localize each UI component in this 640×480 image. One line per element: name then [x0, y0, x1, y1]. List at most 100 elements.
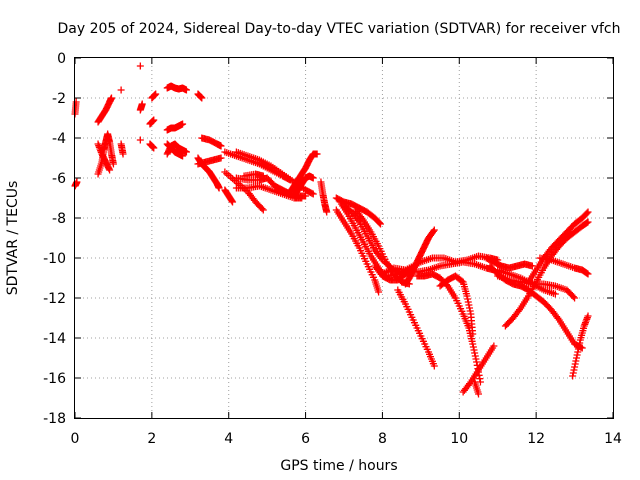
series-arc-18	[194, 90, 206, 102]
data-point	[584, 208, 592, 216]
data-point	[475, 390, 482, 398]
series-arc-14	[163, 82, 190, 94]
series-arc-10	[136, 136, 144, 144]
series-arc-5	[94, 140, 114, 174]
data-point	[584, 270, 592, 278]
series-arc-29	[286, 150, 321, 196]
data-point	[308, 189, 316, 197]
series-arc-3	[94, 94, 116, 126]
data-point	[109, 160, 117, 168]
data-point	[182, 148, 190, 156]
data-point	[571, 294, 579, 302]
data-point	[72, 98, 80, 106]
data-point	[469, 330, 477, 338]
data-point	[515, 306, 523, 314]
series-arc-28	[240, 170, 267, 180]
y-tick-label: -12	[43, 291, 66, 307]
data-point	[302, 192, 310, 200]
data-point	[313, 150, 321, 158]
data-point	[215, 184, 223, 192]
data-point	[429, 227, 437, 235]
data-point	[569, 293, 577, 301]
data-point	[217, 142, 225, 150]
chart-title: Day 205 of 2024, Sidereal Day-to-day VTE…	[57, 21, 620, 37]
data-point	[309, 190, 317, 198]
data-point	[198, 94, 206, 102]
x-tick-label: 8	[378, 431, 387, 447]
series-arc-52	[536, 254, 592, 278]
y-tick-label: -16	[43, 371, 66, 387]
series-arc-13	[146, 140, 158, 152]
y-tick-label: -2	[52, 91, 66, 107]
data-point	[152, 90, 160, 98]
data-point	[358, 214, 366, 222]
y-axis-label: SDTVAR / TECUs	[5, 181, 21, 296]
series-arc-8	[136, 62, 144, 70]
plot-frame	[74, 57, 614, 419]
series-arc-44	[459, 342, 498, 396]
data-point	[179, 120, 187, 128]
series-arc-45	[471, 378, 482, 398]
data-point	[551, 290, 559, 298]
series-arc-46	[482, 254, 536, 272]
series-arc-31	[317, 178, 331, 216]
series-arc-15	[163, 120, 187, 134]
data-point	[528, 262, 536, 270]
x-axis-ticks: 0 2 4 6 8 10 12 14	[71, 58, 622, 447]
data-point	[309, 174, 317, 182]
data-point	[136, 136, 144, 144]
data-point	[108, 94, 116, 102]
data-point	[583, 269, 591, 277]
series-arc-22	[221, 186, 237, 206]
y-tick-label: -4	[52, 131, 66, 147]
data-point	[375, 288, 383, 296]
data-point	[377, 220, 385, 228]
series-arc-41	[401, 226, 438, 288]
data-point	[117, 86, 125, 94]
series-arc-11	[148, 90, 160, 102]
data-point	[119, 150, 127, 158]
data-points	[71, 62, 592, 398]
x-axis-label: GPS time / hours	[280, 458, 397, 474]
x-tick-label: 2	[147, 431, 156, 447]
data-point	[430, 226, 438, 234]
data-point	[584, 218, 592, 226]
series-arc-33	[332, 206, 383, 296]
data-point	[182, 86, 190, 94]
y-tick-label: 0	[57, 51, 66, 67]
data-point	[136, 62, 144, 70]
data-point	[150, 144, 158, 152]
series-arc-21	[198, 134, 225, 150]
y-tick-label: -8	[52, 211, 66, 227]
x-tick-label: 12	[527, 431, 545, 447]
y-tick-label: -6	[52, 171, 66, 187]
data-point	[138, 100, 146, 108]
series-arc-53	[569, 312, 592, 380]
x-tick-label: 14	[604, 431, 622, 447]
series-arc-43	[436, 272, 477, 338]
data-point	[258, 205, 266, 213]
data-point	[583, 209, 591, 217]
series-arc-48	[494, 272, 579, 302]
series-arc-6	[117, 140, 127, 158]
data-point	[150, 116, 158, 124]
x-tick-label: 10	[450, 431, 468, 447]
y-tick-label: -14	[43, 331, 66, 347]
data-point	[217, 154, 225, 162]
data-point	[490, 342, 498, 350]
x-tick-label: 4	[224, 431, 233, 447]
series-arc-39	[382, 252, 502, 280]
series-arc-30	[290, 172, 317, 200]
series-arc-7	[117, 86, 125, 94]
series-arc-17	[163, 140, 190, 158]
data-point	[106, 166, 114, 174]
y-tick-label: -18	[43, 411, 66, 427]
series-arc-12	[146, 116, 158, 128]
data-point	[430, 362, 438, 370]
data-point	[298, 194, 306, 202]
x-tick-label: 6	[301, 431, 310, 447]
series-arc-1	[71, 98, 80, 118]
data-point	[229, 198, 237, 206]
